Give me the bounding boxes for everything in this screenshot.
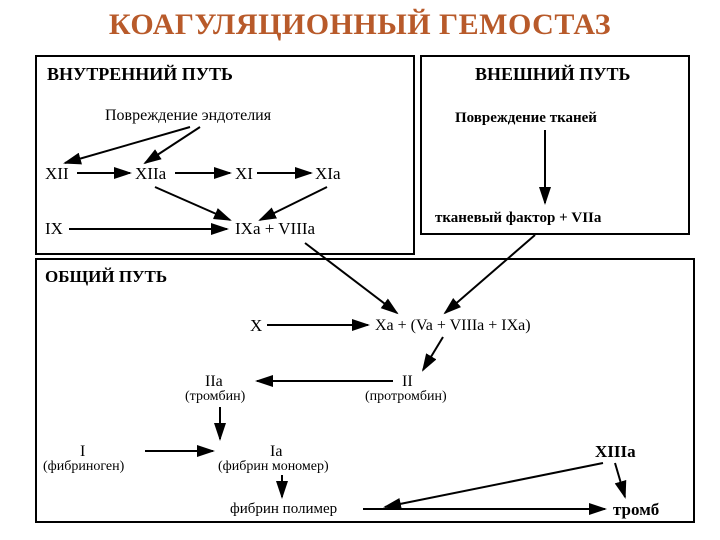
intrinsic-path-box: [35, 55, 415, 255]
factor-xii: XII: [45, 165, 69, 184]
common-title: ОБЩИЙ ПУТЬ: [45, 268, 167, 287]
thrombin-paren: (тромбин): [185, 389, 245, 404]
factor-i: I: [80, 443, 85, 461]
factor-xa-complex: Xa + (Va + VIIIa + IXa): [375, 317, 531, 335]
factor-iia: IIa: [205, 373, 223, 391]
extrinsic-title: ВНЕШНИЙ ПУТЬ: [475, 65, 630, 85]
intrinsic-title: ВНУТРЕННИЙ ПУТЬ: [47, 65, 233, 85]
coagulation-diagram: ВНУТРЕННИЙ ПУТЬ Повреждение эндотелия XI…: [35, 55, 695, 525]
factor-xi: XI: [235, 165, 253, 184]
page-title: КОАГУЛЯЦИОННЫЙ ГЕМОСТАЗ: [0, 8, 720, 42]
fibrin-polymer: фибрин полимер: [230, 501, 337, 518]
thrombus: тромб: [613, 501, 659, 520]
factor-ii: II: [402, 373, 413, 391]
fibrin-monomer-paren: (фибрин мономер): [218, 459, 329, 474]
factor-ia: Ia: [270, 443, 282, 461]
factor-ixa-viiia: IXa + VIIIa: [235, 220, 315, 239]
factor-xia: XIa: [315, 165, 340, 184]
endothelium-damage-label: Повреждение эндотелия: [105, 107, 271, 125]
prothrombin-paren: (протромбин): [365, 389, 447, 404]
factor-xiia: XIIa: [135, 165, 166, 184]
factor-xiiia: XIIIa: [595, 443, 636, 462]
tissue-damage-label: Повреждение тканей: [455, 110, 597, 127]
factor-x: X: [250, 317, 262, 336]
factor-ix: IX: [45, 220, 63, 239]
tissue-factor-viia: тканевый фактор + VIIa: [435, 210, 601, 227]
fibrinogen-paren: (фибриноген): [43, 459, 124, 474]
